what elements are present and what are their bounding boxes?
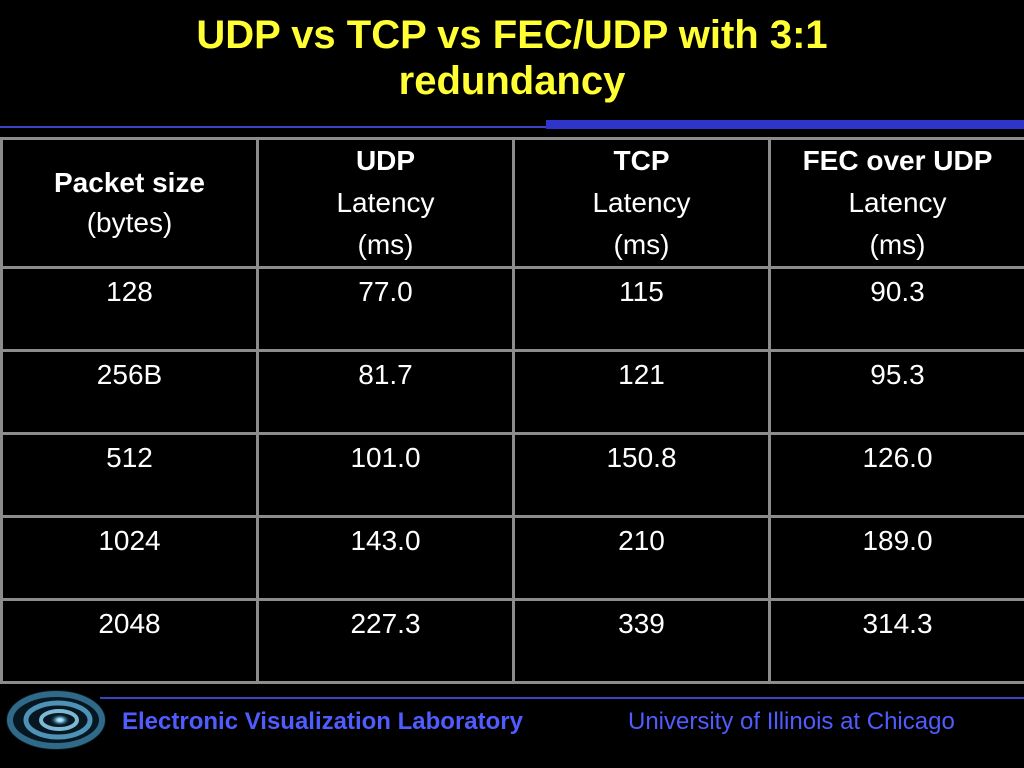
header-sub: Latency xyxy=(848,187,947,218)
cell-packet-size: 1024 xyxy=(0,515,259,601)
cell-fec-latency: 126.0 xyxy=(768,432,1024,518)
footer-lab-name: Electronic Visualization Laboratory xyxy=(122,708,523,735)
title-divider-accent xyxy=(546,120,1024,129)
footer-divider xyxy=(100,697,1024,699)
cell-udp-latency: 77.0 xyxy=(256,266,515,352)
header-label: TCP xyxy=(613,145,670,176)
table-row: 2048 227.3 339 314.3 xyxy=(0,598,1024,684)
cell-tcp-latency: 115 xyxy=(512,266,771,352)
cell-packet-size: 256B xyxy=(0,349,259,435)
spiral-galaxy-logo-icon xyxy=(6,690,106,750)
title-divider xyxy=(0,126,1024,128)
table-row: 128 77.0 115 90.3 xyxy=(0,266,1024,352)
cell-fec-latency: 189.0 xyxy=(768,515,1024,601)
footer-university-name: University of Illinois at Chicago xyxy=(628,708,955,735)
header-label: Packet size xyxy=(54,167,205,198)
header-unit: (ms) xyxy=(613,229,670,260)
cell-udp-latency: 227.3 xyxy=(256,598,515,684)
cell-tcp-latency: 150.8 xyxy=(512,432,771,518)
slide-title-line2: redundancy xyxy=(398,59,626,103)
header-fec-latency: FEC over UDP Latency (ms) xyxy=(768,137,1024,269)
slide-title: UDP vs TCP vs FEC/UDP with 3:1 redundanc… xyxy=(0,12,1024,104)
table-row: 256B 81.7 121 95.3 xyxy=(0,349,1024,435)
cell-packet-size: 2048 xyxy=(0,598,259,684)
cell-tcp-latency: 339 xyxy=(512,598,771,684)
header-label: UDP xyxy=(355,145,416,176)
header-tcp-latency: TCP Latency (ms) xyxy=(512,137,771,269)
table-header-row: Packet size (bytes) UDP Latency (ms) TCP… xyxy=(0,137,1024,269)
latency-table: Packet size (bytes) UDP Latency (ms) TCP… xyxy=(0,137,1024,684)
header-udp-latency: UDP Latency (ms) xyxy=(256,137,515,269)
cell-tcp-latency: 121 xyxy=(512,349,771,435)
header-unit: (ms) xyxy=(869,229,926,260)
table-row: 1024 143.0 210 189.0 xyxy=(0,515,1024,601)
header-sub: Latency xyxy=(592,187,691,218)
cell-fec-latency: 314.3 xyxy=(768,598,1024,684)
cell-fec-latency: 95.3 xyxy=(768,349,1024,435)
cell-packet-size: 128 xyxy=(0,266,259,352)
header-sub: Latency xyxy=(336,187,435,218)
cell-udp-latency: 143.0 xyxy=(256,515,515,601)
cell-tcp-latency: 210 xyxy=(512,515,771,601)
header-unit: (ms) xyxy=(357,229,414,260)
header-label: FEC over UDP xyxy=(802,145,993,176)
cell-packet-size: 512 xyxy=(0,432,259,518)
cell-udp-latency: 101.0 xyxy=(256,432,515,518)
header-packet-size: Packet size (bytes) xyxy=(0,137,259,269)
table-row: 512 101.0 150.8 126.0 xyxy=(0,432,1024,518)
cell-fec-latency: 90.3 xyxy=(768,266,1024,352)
header-sub: (bytes) xyxy=(86,207,173,238)
slide-title-line1: UDP vs TCP vs FEC/UDP with 3:1 xyxy=(196,13,828,57)
cell-udp-latency: 81.7 xyxy=(256,349,515,435)
